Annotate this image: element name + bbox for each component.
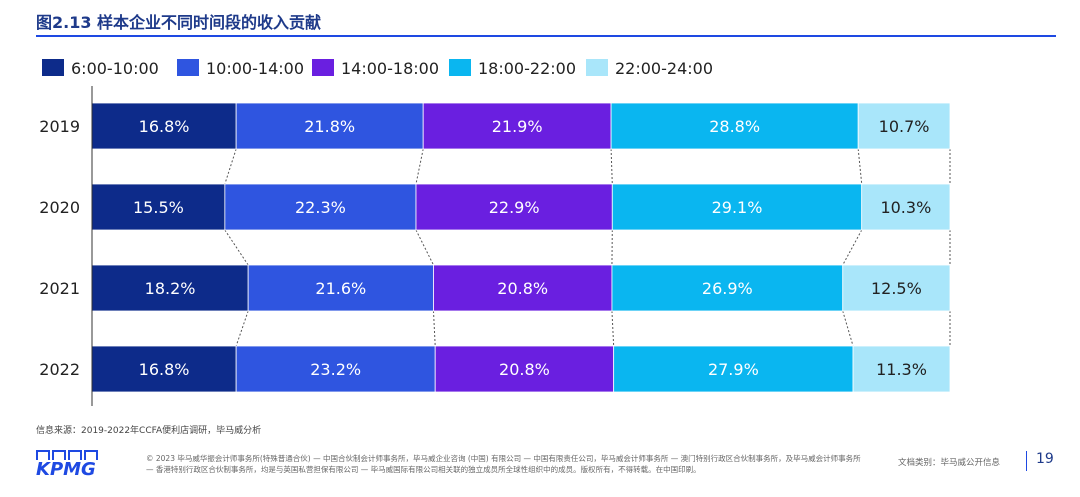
legend-swatch-4	[586, 59, 608, 76]
bar-2022-1	[235, 345, 436, 393]
legend-label-1: 10:00-14:00	[206, 59, 304, 78]
data-label-2021-0: 18.2%	[145, 279, 196, 298]
connector-0-3	[610, 148, 613, 185]
data-label-2019-3: 28.8%	[709, 117, 760, 136]
connector-lines	[224, 148, 951, 347]
page-number: 19	[1036, 451, 1054, 467]
bar-2019-4	[857, 102, 951, 150]
data-label-2020-0: 15.5%	[133, 198, 184, 217]
bar-2020-0	[91, 183, 226, 231]
category-label-2020: 2020	[39, 198, 80, 217]
legend-label-2: 14:00-18:00	[341, 59, 439, 78]
bar-2019-1	[235, 102, 424, 150]
bar-2020-3	[611, 183, 863, 231]
bars	[91, 102, 951, 393]
bar-2021-3	[611, 264, 844, 312]
page-separator	[1026, 451, 1027, 471]
bar-2019-3	[610, 102, 859, 150]
data-label-2020-1: 22.3%	[295, 198, 346, 217]
bar-2022-4	[852, 345, 951, 393]
connector-1-4	[842, 229, 863, 266]
category-label-2019: 2019	[39, 117, 80, 136]
data-label-2022-0: 16.8%	[139, 360, 190, 379]
category-label-2021: 2021	[39, 279, 80, 298]
data-label-2021-2: 20.8%	[497, 279, 548, 298]
legend-swatch-2	[312, 59, 334, 76]
legend-swatch-0	[42, 59, 64, 76]
source-note: 信息来源：2019-2022年CCFA便利店调研，毕马威分析	[36, 426, 262, 436]
connector-0-1	[224, 148, 237, 185]
document-category: 文档类别：毕马威公开信息	[898, 458, 1001, 468]
data-label-2019-4: 10.7%	[879, 117, 930, 136]
connector-2-1	[235, 310, 249, 347]
logo-text: KPMG	[36, 459, 96, 480]
data-label-2021-3: 26.9%	[702, 279, 753, 298]
category-label-2022: 2022	[39, 360, 80, 379]
legend-swatch-1	[177, 59, 199, 76]
legend-label-4: 22:00-24:00	[615, 59, 713, 78]
title-rule	[36, 35, 1056, 37]
bar-2019-2	[422, 102, 612, 150]
bar-2021-2	[433, 264, 613, 312]
connector-2-3	[611, 310, 615, 347]
connector-0-2	[415, 148, 424, 185]
bar-2020-4	[861, 183, 951, 231]
bar-2019-0	[91, 102, 237, 150]
legend-label-0: 6:00-10:00	[71, 59, 159, 78]
data-label-2020-3: 29.1%	[712, 198, 763, 217]
data-label-2022-4: 11.3%	[876, 360, 927, 379]
data-label-2020-2: 22.9%	[489, 198, 540, 217]
connector-0-4	[857, 148, 863, 185]
bar-2022-0	[91, 345, 237, 393]
category-labels: 2019 2020 2021 2022	[39, 117, 80, 379]
data-label-2021-4: 12.5%	[871, 279, 922, 298]
bar-2021-0	[91, 264, 249, 312]
data-label-2019-0: 16.8%	[139, 117, 190, 136]
data-label-2021-1: 21.6%	[315, 279, 366, 298]
data-label-2022-3: 27.9%	[708, 360, 759, 379]
legend-swatch-3	[449, 59, 471, 76]
connector-1-2	[415, 229, 434, 266]
kpmg-logo: KPMG	[36, 450, 102, 480]
data-label-2019-1: 21.8%	[304, 117, 355, 136]
bar-2020-1	[224, 183, 417, 231]
bar-2022-3	[613, 345, 854, 393]
legend: 6:00-10:00 10:00-14:00 14:00-18:00 18:00-22…	[42, 59, 713, 78]
data-label-2022-1: 23.2%	[310, 360, 361, 379]
bar-2021-4	[842, 264, 951, 312]
chart-title: 图2.13 样本企业不同时间段的收入贡献	[36, 13, 322, 32]
data-label-2019-2: 21.9%	[492, 117, 543, 136]
connector-1-1	[224, 229, 249, 266]
data-label-2022-2: 20.8%	[499, 360, 550, 379]
bar-2022-2	[434, 345, 615, 393]
stacked-bar-chart: 6:00-10:00 10:00-14:00 14:00-18:00 18:00-22…	[39, 59, 951, 406]
legal-notice: © 2023 毕马威华振会计师事务所(特殊普通合伙) — 中国合伙制会计师事务所…	[146, 454, 861, 474]
connector-2-4	[842, 310, 854, 347]
legend-label-3: 18:00-22:00	[478, 59, 576, 78]
data-labels: 16.8% 21.8% 21.9% 28.8% 10.7% 15.5% 22.3% 22.9%…	[133, 117, 931, 379]
connector-2-2	[432, 310, 436, 347]
data-label-2020-4: 10.3%	[880, 198, 931, 217]
